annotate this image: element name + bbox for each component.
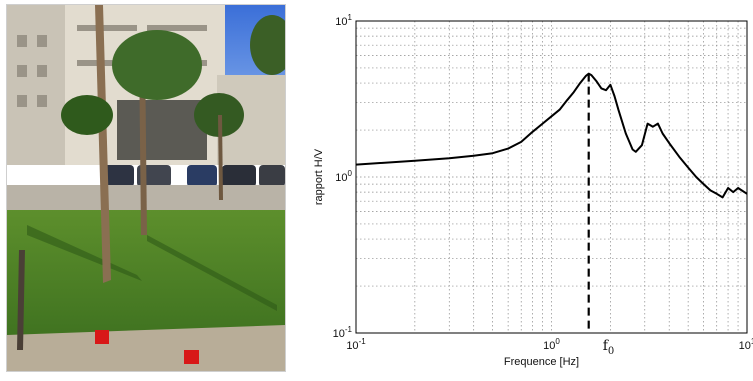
f0-label: f0 <box>603 338 615 357</box>
building-entrance <box>117 100 207 160</box>
sensor-box <box>184 350 199 364</box>
y-tick-label: 101 <box>335 13 352 28</box>
x-tick-label: 100 <box>543 337 560 352</box>
plot-frame <box>355 20 748 334</box>
y-tick-label: 10-1 <box>333 325 353 340</box>
x-axis-label: Frequence [Hz] <box>504 356 579 368</box>
series-layer <box>355 72 748 199</box>
y-axis-label: rapport H/V <box>313 148 325 205</box>
x-tick-label: 10-1 <box>346 337 366 352</box>
parked-cars <box>102 165 285 187</box>
dirt-path <box>7 325 285 371</box>
f0-annotation: f0 <box>587 73 615 357</box>
hv-ratio-chart: 10-1 100 101 10-1 100 101 f0 Frequence [Hz] r… <box>300 0 753 376</box>
axis-ticks: 10-1 100 101 10-1 100 101 <box>333 13 753 352</box>
x-tick-label: 101 <box>739 337 753 352</box>
site-photo-illustration <box>7 5 285 371</box>
site-photo <box>6 4 286 372</box>
hv-curve <box>355 72 748 199</box>
building-left <box>7 5 67 165</box>
grid <box>355 21 747 334</box>
y-tick-label: 100 <box>335 169 352 184</box>
sensor-box <box>95 330 109 344</box>
trees <box>61 5 285 283</box>
chart-svg: 10-1 100 101 10-1 100 101 f0 Frequence [Hz] r… <box>313 13 753 368</box>
railing <box>17 250 25 350</box>
